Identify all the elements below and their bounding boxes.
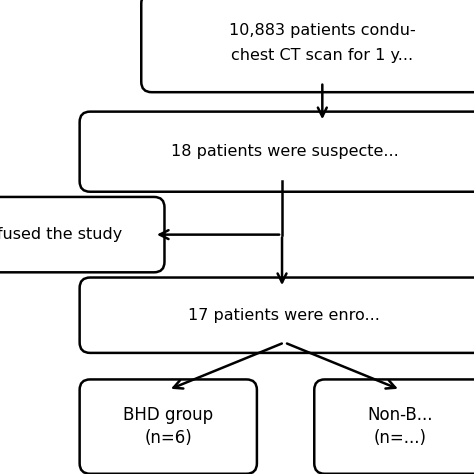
FancyBboxPatch shape (80, 112, 474, 192)
FancyBboxPatch shape (141, 0, 474, 92)
Text: (n=6): (n=6) (145, 429, 192, 447)
Text: Non-B...: Non-B... (368, 406, 433, 424)
Text: chest CT scan for 1 y...: chest CT scan for 1 y... (231, 48, 413, 63)
Text: efused the study: efused the study (0, 227, 122, 242)
FancyBboxPatch shape (314, 379, 474, 474)
FancyBboxPatch shape (0, 197, 164, 272)
Text: (n=...): (n=...) (374, 429, 427, 447)
Text: BHD group: BHD group (123, 406, 213, 424)
Text: 10,883 patients condu-: 10,883 patients condu- (229, 23, 416, 37)
Text: 17 patients were enro...: 17 patients were enro... (189, 308, 380, 323)
Text: 18 patients were suspecte...: 18 patients were suspecte... (171, 144, 398, 159)
FancyBboxPatch shape (80, 278, 474, 353)
FancyBboxPatch shape (80, 379, 257, 474)
